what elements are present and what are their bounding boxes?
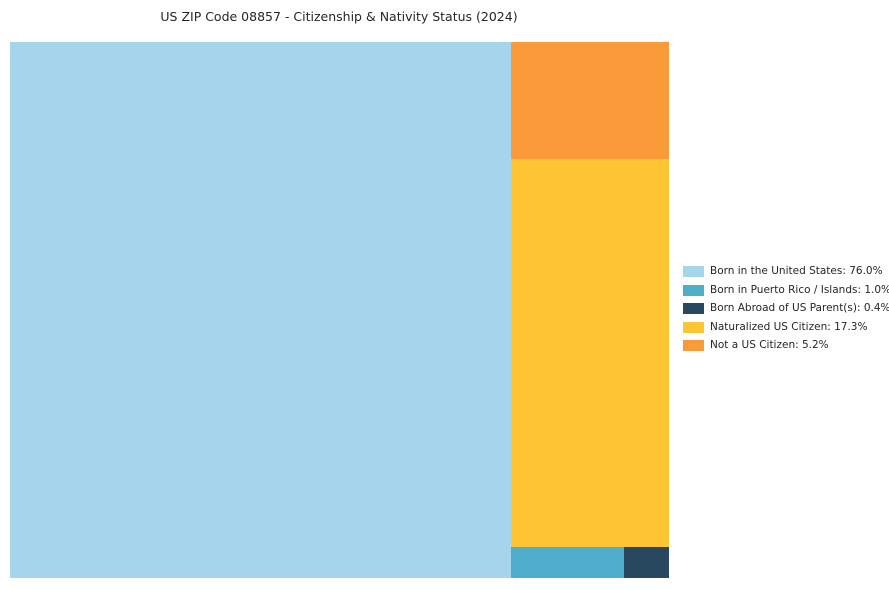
legend-swatch-born-in-the-united-states bbox=[683, 266, 704, 277]
legend-item-born-in-the-united-states: Born in the United States: 76.0% bbox=[683, 266, 889, 277]
legend-item-not-a-us-citizen: Not a US Citizen: 5.2% bbox=[683, 340, 889, 351]
legend: Born in the United States: 76.0% Born in … bbox=[683, 266, 889, 351]
legend-label-born-in-the-united-states: Born in the United States: 76.0% bbox=[710, 265, 883, 277]
treemap-rect-born-abroad-of-us-parent-s bbox=[623, 546, 669, 578]
legend-swatch-not-a-us-citizen bbox=[683, 340, 704, 351]
legend-label-not-a-us-citizen: Not a US Citizen: 5.2% bbox=[710, 339, 829, 351]
treemap-rect-born-in-puerto-rico-islands bbox=[511, 546, 624, 578]
chart-title: US ZIP Code 08857 - Citizenship & Nativi… bbox=[160, 9, 518, 24]
legend-label-born-abroad-of-us-parent-s: Born Abroad of US Parent(s): 0.4% bbox=[710, 302, 889, 314]
legend-label-naturalized-us-citizen: Naturalized US Citizen: 17.3% bbox=[710, 320, 868, 333]
legend-label-born-in-puerto-rico-islands: Born in Puerto Rico / Islands: 1.0% bbox=[710, 283, 889, 296]
legend-item-born-abroad-of-us-parent-s: Born Abroad of US Parent(s): 0.4% bbox=[683, 303, 889, 314]
legend-swatch-naturalized-us-citizen bbox=[683, 321, 704, 333]
legend-item-naturalized-us-citizen: Naturalized US Citizen: 17.3% bbox=[683, 320, 889, 333]
legend-swatch-born-in-puerto-rico-islands bbox=[683, 284, 704, 296]
treemap-rect-born-in-the-united-states bbox=[10, 42, 512, 578]
legend-swatch-born-abroad-of-us-parent-s bbox=[683, 303, 704, 314]
treemap-rect-naturalized-us-citizen bbox=[511, 158, 669, 547]
treemap-rect-not-a-us-citizen bbox=[511, 42, 669, 159]
legend-item-born-in-puerto-rico-islands: Born in Puerto Rico / Islands: 1.0% bbox=[683, 283, 889, 296]
treemap bbox=[10, 42, 669, 578]
